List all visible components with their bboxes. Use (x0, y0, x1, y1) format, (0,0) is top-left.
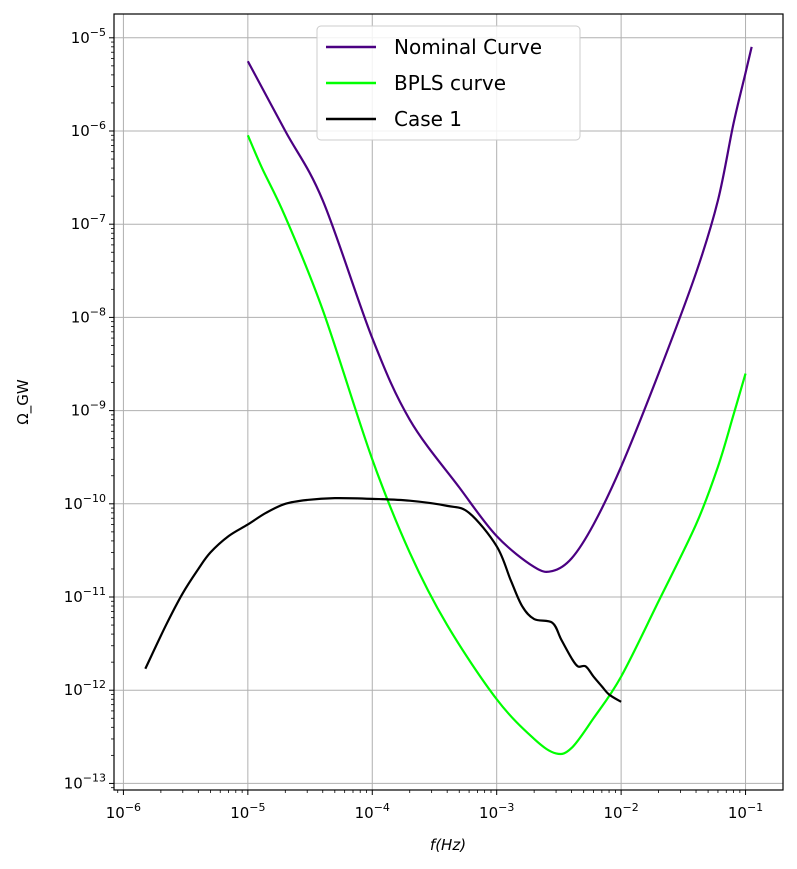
series-lines (144, 46, 753, 756)
y-tick-label: 10−10 (64, 492, 106, 513)
legend-entries: Nominal Curve BPLS curve Case 1 (326, 35, 542, 131)
y-tick-label: 10−6 (71, 119, 106, 140)
y-tick-label: 10−5 (71, 26, 106, 47)
y-axis-label-text: Ω_GW (14, 379, 33, 425)
minor-ticks (111, 41, 741, 793)
y-tick-label: 10−11 (64, 585, 106, 606)
x-tick-label: 10−2 (603, 801, 638, 822)
x-axis-label: f(Hz) (430, 836, 466, 854)
y-tick-label: 10−13 (64, 771, 106, 792)
legend-label: Case 1 (394, 107, 462, 131)
y-tick-label: 10−12 (64, 678, 106, 699)
x-tick-label: 10−5 (230, 801, 265, 822)
y-tick-label: 10−7 (71, 212, 106, 233)
legend-box (316, 25, 581, 141)
y-tick-label: 10−9 (71, 399, 106, 420)
series-line-2 (144, 497, 622, 703)
legend: Nominal Curve BPLS curve Case 1 (316, 25, 581, 141)
series-line-0 (246, 46, 753, 574)
legend-label: BPLS curve (394, 71, 506, 95)
x-tick-label: 10−6 (106, 801, 141, 822)
major-ticks (109, 37, 747, 795)
x-tick-label: 10−3 (479, 801, 514, 822)
plot-frame (113, 13, 784, 791)
x-tick-label: 10−4 (355, 801, 390, 822)
y-tick-label: 10−8 (71, 305, 106, 326)
legend-label: Nominal Curve (394, 35, 542, 59)
y-axis-label: Ω_GW (14, 379, 33, 425)
x-tick-label: 10−1 (728, 801, 763, 822)
tick-labels: 10−6 10−5 10−4 10−3 10−2 10−1 10−13 10−12 10−11 1… (64, 26, 764, 822)
series-line-1 (246, 134, 747, 756)
